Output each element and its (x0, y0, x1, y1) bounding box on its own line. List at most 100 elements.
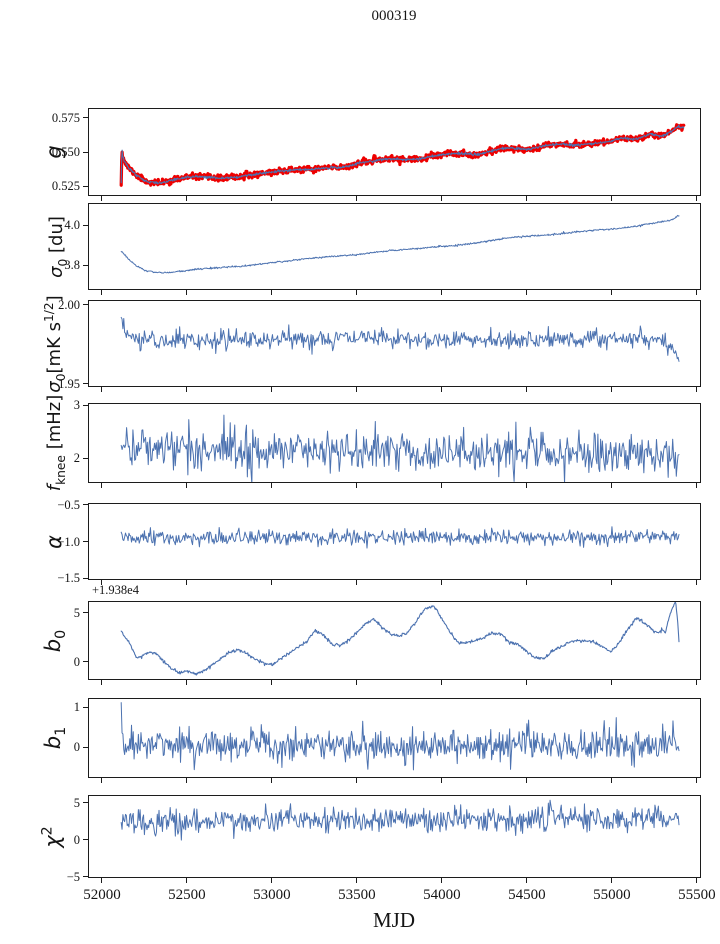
y-axis-label-part: knee (53, 455, 68, 485)
x-tick-mark (611, 878, 613, 883)
x-tick-mark (356, 580, 358, 585)
x-tick-mark (696, 290, 698, 295)
x-tick-mark (271, 878, 273, 883)
panel-sigma0-du-plot (120, 214, 680, 274)
panel-alpha (88, 503, 701, 580)
x-tick-mark (526, 680, 528, 685)
y-tick-label: 1.95 (58, 376, 80, 391)
y-axis-label-part: ] (44, 294, 66, 302)
x-tick-mark (696, 580, 698, 585)
x-tick-mark (611, 290, 613, 295)
x-tick-mark (526, 483, 528, 488)
x-tick-mark (101, 580, 103, 585)
panel-sigma0-du (88, 203, 701, 290)
x-tick-mark (441, 580, 443, 585)
y-tick-label: −0.5 (57, 497, 80, 512)
panel-g (88, 108, 701, 196)
x-tick-label: 53000 (253, 887, 291, 903)
x-tick-mark (441, 196, 443, 201)
x-tick-mark (101, 290, 103, 295)
y-tick-mark (83, 746, 88, 748)
y-tick-label: 5 (73, 795, 80, 810)
x-tick-mark (696, 196, 698, 201)
x-tick-mark (441, 778, 443, 783)
f-knee-line (120, 414, 680, 482)
sigma0-du-line (120, 214, 680, 274)
y-tick-mark (83, 839, 88, 841)
panel-chi2-plot (120, 799, 680, 841)
x-tick-mark (441, 878, 443, 883)
alpha-line (120, 526, 680, 549)
x-tick-mark (186, 290, 188, 295)
x-tick-mark (611, 680, 613, 685)
x-tick-mark (441, 387, 443, 392)
y-axis-label-part: σ (44, 380, 66, 393)
y-tick-label: 3 (73, 397, 80, 412)
y-tick-label: 0 (73, 654, 80, 669)
y-tick-label: 0 (73, 832, 80, 847)
panel-f-knee-plot (120, 414, 680, 482)
y-axis-label-alpha: α (42, 535, 66, 549)
x-tick-mark (101, 483, 103, 488)
panel-f-knee (88, 403, 701, 483)
y-tick-mark (83, 224, 88, 226)
y-tick-label: 0 (73, 739, 80, 754)
x-tick-mark (696, 483, 698, 488)
y-tick-mark (83, 117, 88, 119)
panel-b1 (88, 698, 701, 778)
y-axis-label-b1: b1 (41, 727, 69, 749)
y-tick-mark (83, 802, 88, 804)
x-tick-mark (186, 483, 188, 488)
x-tick-label: 52000 (83, 887, 121, 903)
x-tick-mark (271, 483, 273, 488)
x-tick-mark (186, 680, 188, 685)
y-axis-label-part: 0 (53, 629, 70, 639)
x-tick-mark (101, 778, 103, 783)
y-axis-label-part: χ (40, 834, 65, 848)
y-tick-label: 1 (73, 699, 80, 714)
y-axis-label-sigma0-mks: σ0[mK s1/2] (42, 295, 68, 392)
x-tick-mark (271, 196, 273, 201)
x-tick-mark (356, 778, 358, 783)
panel-g-plot (119, 123, 686, 187)
x-tick-mark (101, 878, 103, 883)
y-tick-label: 5 (73, 605, 80, 620)
x-tick-mark (526, 387, 528, 392)
x-tick-mark (271, 387, 273, 392)
y-axis-label-sigma0-du: σ0 [du] (46, 216, 70, 278)
y-axis-label-part: [mHz] (44, 394, 66, 456)
y-axis-label-part: 2 (39, 825, 56, 835)
x-tick-mark (356, 680, 358, 685)
x-tick-mark (186, 580, 188, 585)
x-tick-mark (186, 387, 188, 392)
b0-axis-offset-text: +1.938e4 (92, 583, 139, 597)
x-tick-mark (526, 580, 528, 585)
x-tick-label: 54000 (423, 887, 461, 903)
y-axis-label-chi2: χ2 (40, 826, 65, 848)
y-axis-label-part: 1 (53, 726, 70, 736)
y-tick-mark (83, 457, 88, 459)
panel-b0 (88, 601, 701, 680)
x-tick-mark (186, 878, 188, 883)
x-tick-mark (271, 290, 273, 295)
x-tick-mark (356, 878, 358, 883)
panel-chi2 (88, 795, 701, 878)
b1-line (120, 702, 680, 771)
y-tick-mark (83, 304, 88, 306)
x-tick-mark (526, 196, 528, 201)
y-tick-mark (83, 383, 88, 385)
x-tick-mark (696, 778, 698, 783)
x-tick-label: 55000 (593, 887, 631, 903)
x-tick-mark (526, 290, 528, 295)
x-tick-mark (101, 680, 103, 685)
y-axis-label-part: 1/2 (42, 301, 57, 322)
panel-b1-plot (120, 702, 680, 771)
y-axis-label-b0: b0 (41, 629, 69, 651)
y-axis-label-part: 0 (53, 372, 68, 381)
x-tick-mark (696, 387, 698, 392)
panel-sigma0-mks (88, 300, 701, 387)
x-tick-mark (611, 580, 613, 585)
x-axis-title: MJD (372, 908, 415, 932)
g-mean (120, 124, 685, 185)
